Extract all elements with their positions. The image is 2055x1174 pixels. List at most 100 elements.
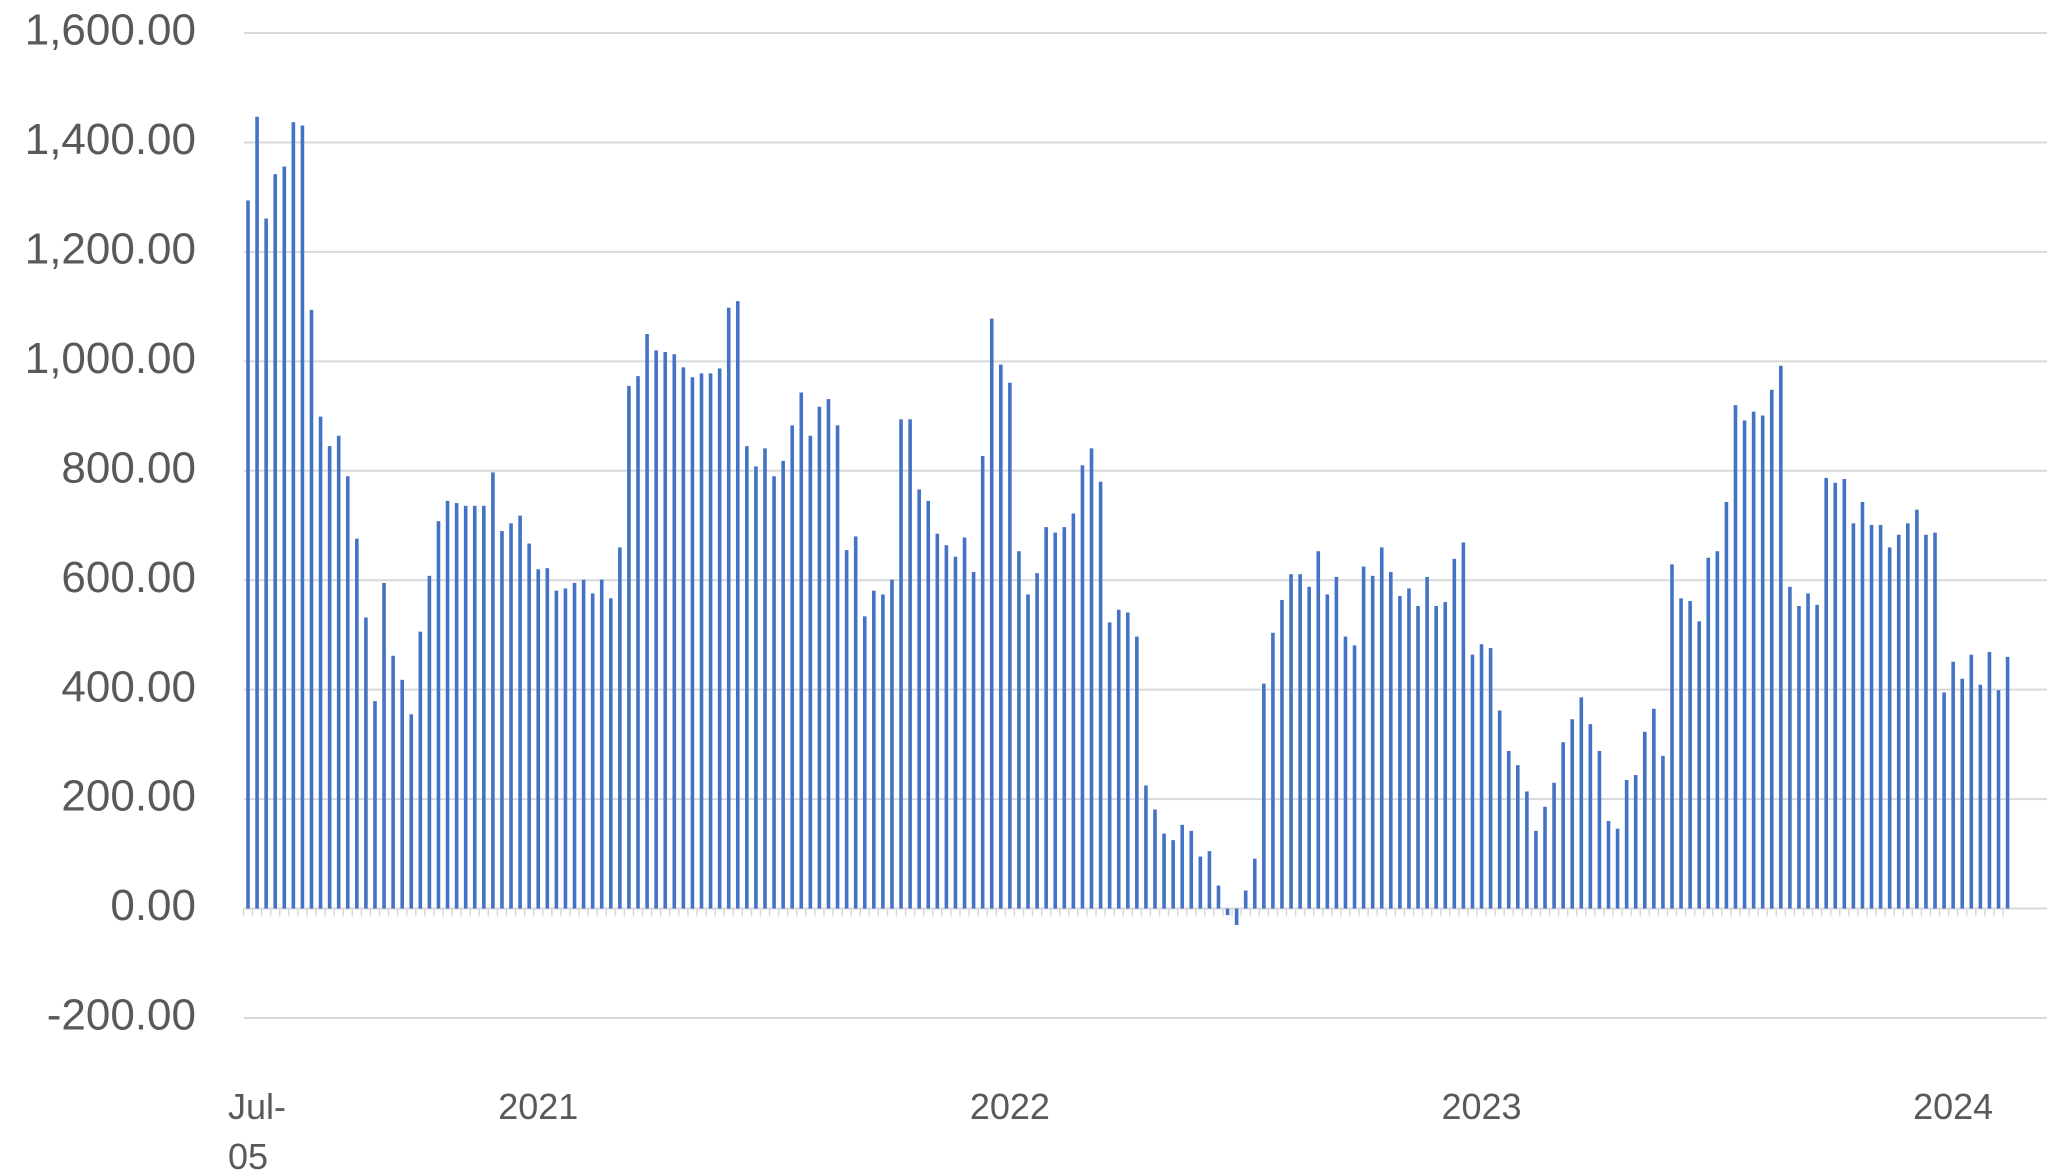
- bar: [1960, 678, 1965, 909]
- bar: [835, 425, 840, 909]
- bar: [636, 376, 640, 909]
- bar: [1271, 632, 1275, 909]
- bar: [618, 547, 622, 909]
- bar: [500, 530, 504, 909]
- bar: [1425, 576, 1429, 909]
- x-tick-label: 2021: [498, 1086, 579, 1127]
- bar: [273, 174, 278, 909]
- bar: [291, 122, 296, 909]
- y-tick-label: 1,600.00: [25, 6, 196, 55]
- bar: [2005, 656, 2010, 909]
- y-tick-label: 1,200.00: [25, 225, 196, 274]
- bar: [1806, 593, 1810, 909]
- bar: [1144, 785, 1148, 909]
- bar: [264, 218, 268, 909]
- bar: [1933, 532, 1937, 909]
- bar: [581, 579, 586, 909]
- y-tick-label: 1,400.00: [25, 115, 196, 164]
- bar: [609, 598, 613, 909]
- bar: [527, 543, 531, 909]
- bar: [1706, 557, 1711, 909]
- bar: [1162, 833, 1166, 909]
- bar: [1769, 389, 1774, 909]
- bar: [1869, 524, 1874, 909]
- bar: [1325, 594, 1330, 909]
- bar: [1860, 501, 1865, 909]
- bar: [1978, 684, 1983, 909]
- bar: [1334, 576, 1339, 909]
- bar: [1987, 651, 1992, 909]
- bar: [1234, 908, 1239, 925]
- bar: [844, 550, 849, 909]
- bar: [1570, 719, 1575, 909]
- bar: [454, 503, 459, 909]
- bar: [563, 588, 568, 909]
- bar: [1715, 551, 1720, 909]
- bar: [1307, 586, 1311, 909]
- bar: [1470, 654, 1475, 909]
- bar: [926, 500, 931, 909]
- bar: [917, 489, 921, 909]
- x-tick-label: 2024: [1913, 1086, 1994, 1127]
- bar: [962, 537, 967, 909]
- bar: [1615, 828, 1620, 909]
- bar: [1751, 411, 1756, 909]
- bar: [1906, 523, 1910, 909]
- bar: [799, 392, 804, 909]
- bar: [1252, 858, 1257, 909]
- bar: [1035, 573, 1039, 909]
- bar: [708, 373, 713, 909]
- bar: [509, 523, 513, 909]
- bar: [1851, 523, 1856, 909]
- bar: [1624, 779, 1629, 909]
- bar: [554, 590, 559, 909]
- bar: [590, 593, 595, 909]
- bar: [1606, 821, 1611, 909]
- bar: [853, 536, 858, 909]
- bar: [672, 354, 677, 909]
- bar: [1198, 856, 1203, 909]
- y-tick-label: -200.00: [47, 991, 196, 1040]
- bar: [1044, 527, 1048, 909]
- bar: [1797, 605, 1801, 909]
- bar: [1125, 612, 1130, 909]
- bar: [654, 350, 658, 909]
- bar: [1289, 574, 1293, 909]
- bar: [572, 582, 577, 909]
- bar: [518, 515, 522, 909]
- bar: [255, 116, 259, 909]
- bar: [872, 590, 876, 909]
- bar: [745, 446, 749, 909]
- bar: [772, 476, 776, 909]
- bar: [1135, 636, 1139, 909]
- x-tick-label: 2023: [1441, 1086, 1522, 1127]
- bar: [1116, 609, 1121, 909]
- bar: [1688, 601, 1692, 909]
- bar: [980, 456, 985, 909]
- bar: [1561, 742, 1565, 909]
- bar: [1107, 622, 1112, 909]
- bar: [427, 575, 432, 909]
- bar: [645, 333, 649, 909]
- bar: [282, 166, 287, 909]
- bar: [1652, 708, 1656, 909]
- bar: [1434, 605, 1438, 909]
- bar: [391, 655, 395, 909]
- bar: [327, 446, 332, 909]
- bar: [1815, 604, 1819, 909]
- bar: [1189, 830, 1194, 909]
- bar: [808, 435, 813, 909]
- bar: [781, 460, 785, 909]
- y-tick-label: 0.00: [110, 881, 196, 930]
- bar: [699, 373, 704, 909]
- bar: [436, 521, 441, 909]
- y-tick-label: 400.00: [61, 662, 196, 711]
- bar: [1579, 697, 1584, 909]
- bar: [1833, 482, 1838, 909]
- bar: [790, 425, 794, 909]
- bar: [1951, 661, 1955, 909]
- bar: [1407, 588, 1411, 909]
- bar: [1398, 596, 1402, 909]
- bar: [890, 579, 894, 909]
- bar: [1062, 527, 1067, 909]
